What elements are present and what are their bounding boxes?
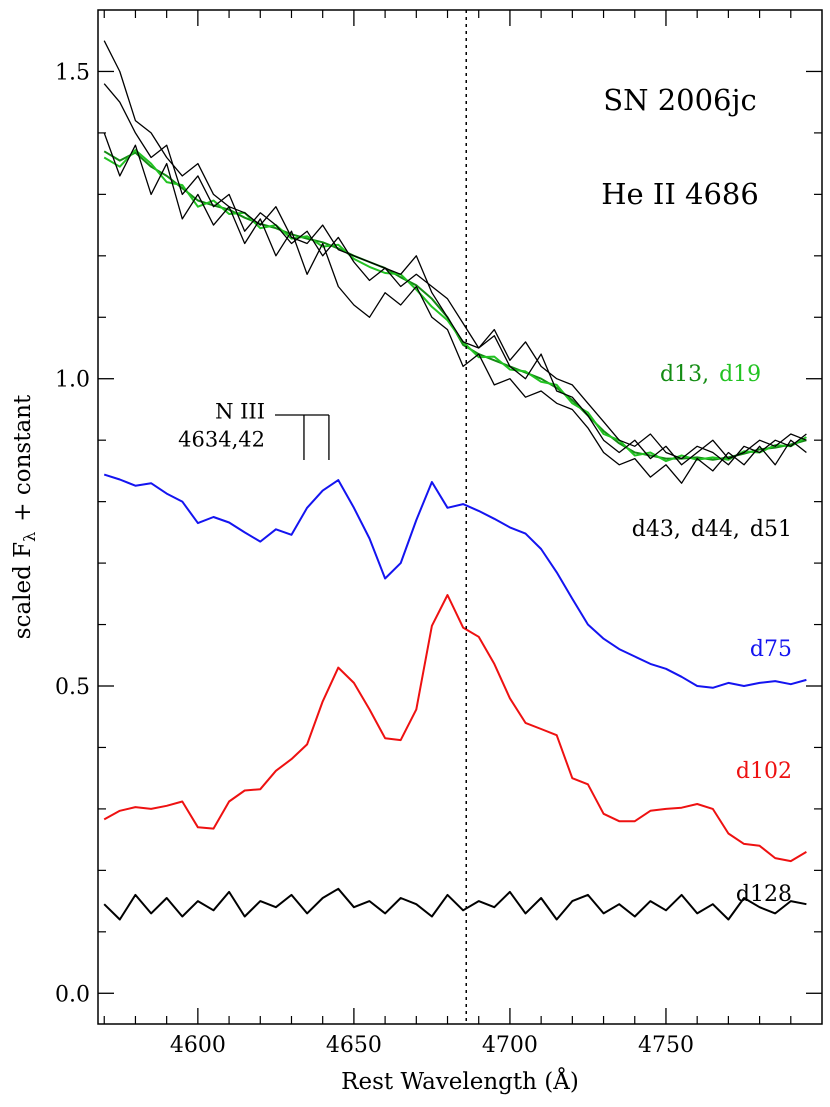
curve-label: d102 <box>736 759 792 784</box>
curve-label: d128 <box>736 882 792 907</box>
legend-entry: d19 <box>719 362 761 387</box>
curve-label: d43, d44, d51 <box>632 517 792 542</box>
feature-label: N III <box>215 400 265 424</box>
legend-entry: d51 <box>750 517 792 542</box>
y-tick-label: 0.5 <box>55 675 90 700</box>
y-tick-label: 1.5 <box>55 60 90 85</box>
curve-label: d75 <box>750 637 792 662</box>
plot-frame <box>97 9 823 1025</box>
x-tick-label: 4700 <box>482 1033 538 1058</box>
x-tick-label: 4600 <box>170 1033 226 1058</box>
legend-entry: d75 <box>750 637 792 662</box>
y-axis-label-subscript: λ <box>20 532 39 542</box>
chart-title: SN 2006jc <box>603 83 757 117</box>
chart-subtitle: He II 4686 <box>601 177 759 211</box>
spectrum-line <box>103 887 807 921</box>
label-separator: , <box>702 362 709 387</box>
spectrum-line <box>103 594 807 863</box>
spectrum-line <box>103 149 807 463</box>
spectrum-line <box>103 83 807 466</box>
y-axis-label: scaled Fλ + constant <box>10 394 39 639</box>
legend-entry: d44 <box>691 517 733 542</box>
legend-entry: d102 <box>736 759 792 784</box>
label-separator: , <box>674 517 681 542</box>
y-axis-label-main: scaled F <box>10 542 36 639</box>
x-tick-label: 4650 <box>326 1033 382 1058</box>
curve-label: d13, d19 <box>660 362 761 387</box>
y-axis-label-rest: + constant <box>10 394 36 522</box>
legend-entry: d13 <box>660 362 702 387</box>
legend-entry: d128 <box>736 882 792 907</box>
x-tick-label: 4750 <box>638 1033 694 1058</box>
feature-wavelengths-label: 4634,42 <box>178 428 265 452</box>
spectrum-line <box>103 132 807 484</box>
x-axis-label: Rest Wavelength (Å) <box>341 1067 579 1095</box>
y-tick-label: 1.0 <box>55 368 90 393</box>
legend-entry: d43 <box>632 517 674 542</box>
label-separator: , <box>733 517 740 542</box>
y-tick-label: 0.0 <box>55 982 90 1007</box>
spectrum-line <box>103 473 807 689</box>
